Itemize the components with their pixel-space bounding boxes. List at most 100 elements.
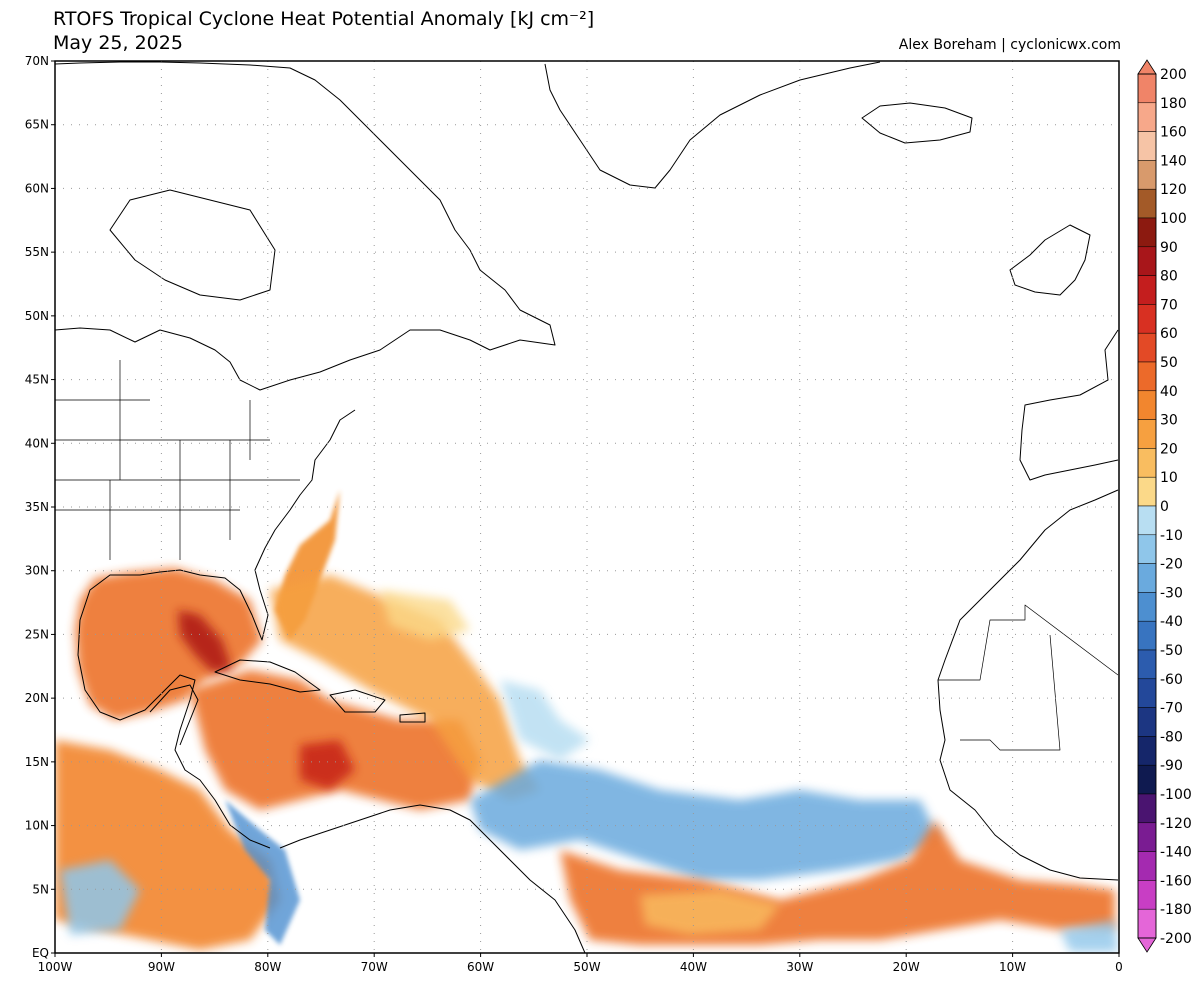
gulf-anomaly-region (75, 568, 262, 720)
colorbar-label: -30 (1160, 585, 1183, 601)
colorbar-swatch (1137, 131, 1157, 161)
colorbar-frame (1137, 73, 1157, 939)
lat-tick-label: 65N (25, 118, 49, 132)
colorbar-swatch (1137, 390, 1157, 420)
caribbean-anomaly-region (190, 670, 480, 810)
lon-tick-label: 0 (1115, 960, 1123, 974)
colorbar-swatch (1137, 73, 1157, 104)
colorbar-label: -80 (1160, 729, 1183, 745)
us-state-boundaries (55, 360, 300, 560)
colorbar-swatch (1137, 678, 1157, 708)
iberia-coastline (1019, 329, 1119, 481)
caribbean-peak-region (300, 740, 355, 790)
coastlines (55, 61, 1119, 953)
colorbar-swatch (1137, 448, 1157, 478)
colorbar-label: 10 (1160, 470, 1178, 486)
cuba-coastline (214, 659, 321, 693)
map-date: May 25, 2025 (53, 32, 183, 54)
colorbar-max-arrow (1137, 59, 1157, 75)
colorbar-min-arrow (1137, 937, 1157, 953)
colorbar-label: -90 (1160, 758, 1183, 774)
lat-tick-label: 15N (25, 755, 49, 769)
lat-tick-label: 45N (25, 373, 49, 387)
colorbar-label: -120 (1160, 816, 1192, 832)
colorbar-label: -100 (1160, 787, 1192, 803)
colorbar-label: 200 (1160, 67, 1187, 83)
lat-tick-label: 55N (25, 245, 49, 259)
colorbar-swatch (1137, 246, 1157, 276)
iceland-coastline (861, 102, 973, 144)
colorbar-swatch (1137, 851, 1157, 881)
gulf-of-guinea-cool (1060, 920, 1118, 952)
colorbar-label: 80 (1160, 269, 1178, 285)
lon-tick-label: 40W (680, 960, 707, 974)
colorbar-swatch (1137, 361, 1157, 392)
lat-tick-label: 70N (25, 54, 49, 68)
colorbar-swatch (1137, 217, 1157, 248)
colorbar-label: 40 (1160, 384, 1178, 400)
colorbar-label: -200 (1160, 931, 1192, 947)
lon-tick-label: 100W (38, 960, 73, 974)
colorbar-label: -60 (1160, 672, 1183, 688)
colorbar-label: 140 (1160, 153, 1187, 169)
colorbar-label: -20 (1160, 557, 1183, 573)
map-credit: Alex Boreham | cyclonicwx.com (898, 37, 1121, 53)
lon-tick-label: 80W (254, 960, 281, 974)
colorbar-swatch (1137, 908, 1157, 939)
west-atlantic-anomaly-region (270, 575, 540, 800)
tropical-atlantic-cool-region (470, 760, 940, 880)
colorbar-swatch (1137, 505, 1157, 536)
puerto-rico-coastline (399, 712, 426, 723)
colorbar-label: -50 (1160, 643, 1183, 659)
colorbar-label: -10 (1160, 528, 1183, 544)
north-america-coastline (55, 61, 556, 391)
africa-coastline (937, 489, 1119, 881)
lat-tick-label: EQ (32, 946, 49, 960)
colorbar-label: 20 (1160, 441, 1178, 457)
colorbar-swatch (1137, 188, 1157, 219)
colorbar-swatch (1137, 793, 1157, 824)
colorbar-swatch (1137, 534, 1157, 564)
colorbar-label: 0 (1160, 499, 1169, 515)
greenland-coastline (544, 61, 881, 189)
lat-tick-label: 10N (25, 819, 49, 833)
colorbar-label: 90 (1160, 240, 1178, 256)
south-america-coastline (279, 804, 586, 953)
colorbar-swatch (1137, 649, 1157, 680)
lon-tick-label: 60W (467, 960, 494, 974)
colorbar-swatch (1137, 332, 1157, 363)
colorbar-swatch (1137, 707, 1157, 737)
colorbar-swatch (1137, 419, 1157, 449)
us-atlantic-coastline (77, 409, 356, 849)
british-isles-coastline (1009, 224, 1091, 296)
lon-tick-label: 30W (786, 960, 813, 974)
lat-tick-label: 60N (25, 181, 49, 195)
colorbar-swatch (1137, 764, 1157, 795)
heat-anomaly-field (55, 490, 1118, 952)
lon-tick-label: 10W (999, 960, 1026, 974)
hispaniola-coastline (329, 689, 386, 713)
colorbar-swatch (1137, 563, 1157, 593)
colorbar-swatch (1137, 822, 1157, 852)
colorbar-label: 120 (1160, 182, 1187, 198)
colorbar-swatch (1137, 102, 1157, 132)
yucatan-coastline (149, 684, 199, 746)
colorbar-swatch (1137, 476, 1157, 507)
colorbar-label: -180 (1160, 902, 1192, 918)
tropical-atlantic-light-cool (500, 680, 590, 760)
colorbar: 2001801601401201009080706050403020100-10… (1137, 59, 1192, 953)
lat-tick-label: 5N (32, 882, 49, 896)
colorbar-swatch (1137, 736, 1157, 766)
axis-ticks: 70N 65N 60N 55N 50N 45N 40N 35N 30N 25N 20N 15N 10N 5… (25, 54, 1123, 974)
lon-tick-label: 90W (148, 960, 175, 974)
lat-tick-label: 40N (25, 436, 49, 450)
colorbar-label: 160 (1160, 125, 1187, 141)
colorbar-swatch (1137, 880, 1157, 910)
lat-tick-label: 25N (25, 627, 49, 641)
central-america-coast-cool (225, 800, 300, 945)
lat-tick-label: 30N (25, 564, 49, 578)
colorbar-label: 70 (1160, 297, 1178, 313)
lon-tick-label: 70W (361, 960, 388, 974)
colorbar-label: -140 (1160, 845, 1192, 861)
lat-tick-label: 35N (25, 500, 49, 514)
